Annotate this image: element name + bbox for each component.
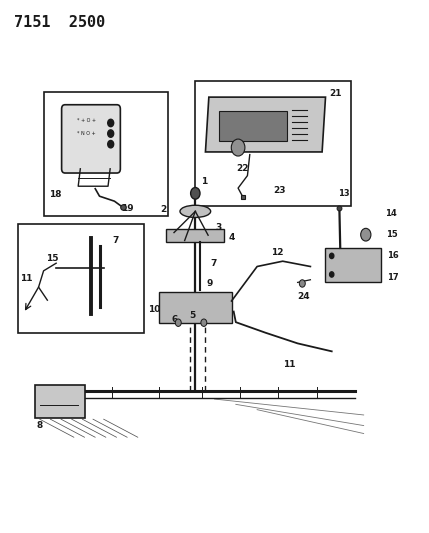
Text: 11: 11	[283, 360, 295, 369]
Text: * + O +: * + O +	[77, 118, 96, 123]
Text: 3: 3	[216, 223, 222, 232]
Bar	[159, 292, 232, 322]
Text: 1: 1	[201, 177, 208, 186]
Text: 21: 21	[329, 89, 341, 98]
Text: 7: 7	[211, 260, 217, 268]
Text: 5: 5	[189, 311, 195, 320]
Bar	[325, 248, 381, 282]
Text: 2: 2	[160, 205, 166, 214]
Text: 17: 17	[387, 272, 399, 281]
Text: 18: 18	[49, 190, 62, 199]
FancyBboxPatch shape	[62, 104, 121, 173]
Text: 13: 13	[338, 189, 350, 198]
Polygon shape	[205, 97, 326, 152]
Text: 22: 22	[236, 164, 248, 173]
Text: 8: 8	[36, 421, 42, 430]
Circle shape	[329, 253, 334, 259]
Text: 19: 19	[121, 204, 133, 213]
Ellipse shape	[180, 205, 211, 217]
Text: 23: 23	[273, 186, 286, 195]
Circle shape	[108, 119, 114, 127]
Text: 24: 24	[298, 292, 310, 301]
Text: 4: 4	[229, 233, 235, 242]
Circle shape	[361, 228, 371, 241]
Text: 14: 14	[385, 209, 397, 218]
Circle shape	[299, 280, 305, 287]
Circle shape	[108, 141, 114, 148]
Text: 6: 6	[172, 316, 178, 324]
Text: 15: 15	[46, 254, 59, 263]
Bar	[166, 229, 224, 242]
Bar	[44, 92, 168, 216]
Circle shape	[108, 130, 114, 138]
Circle shape	[231, 139, 245, 156]
Circle shape	[175, 319, 181, 326]
Circle shape	[201, 319, 207, 326]
Text: 7151  2500: 7151 2500	[14, 14, 106, 30]
Text: 11: 11	[20, 274, 32, 283]
Bar	[18, 224, 144, 333]
Text: 9: 9	[206, 279, 213, 288]
Text: * N O +: * N O +	[77, 131, 96, 136]
Bar	[195, 81, 351, 206]
Circle shape	[329, 272, 334, 277]
Bar	[220, 111, 287, 141]
Text: 10: 10	[148, 305, 161, 314]
Circle shape	[190, 188, 200, 199]
Bar	[36, 385, 85, 418]
Text: 15: 15	[386, 230, 398, 239]
Text: 7: 7	[113, 236, 119, 245]
Text: 16: 16	[387, 252, 399, 261]
Text: 12: 12	[271, 248, 283, 257]
